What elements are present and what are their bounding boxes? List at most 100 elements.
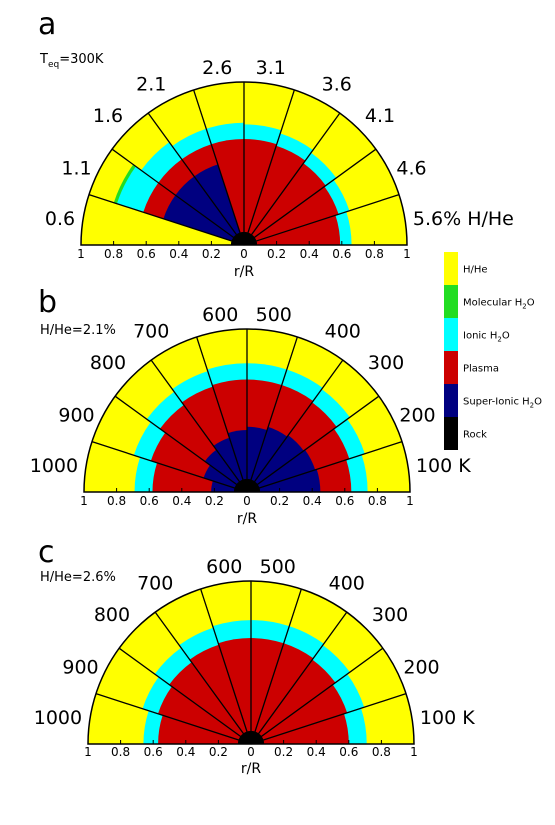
wedge-label: 1000	[34, 707, 82, 729]
panel-letter: b	[38, 285, 57, 320]
wedge-c-1	[95, 648, 252, 744]
tick-label: 0.4	[172, 494, 191, 508]
wedge-a-6	[244, 89, 340, 246]
wedge-divider	[118, 647, 252, 745]
panel-annotation: Teq=300K	[39, 52, 104, 70]
legend-label: H/He	[463, 265, 488, 276]
wedge-divider	[150, 359, 248, 493]
panel-b: 1 0.8 0.6 0.4 0.2 0 0.2 0.4 0.6 0.8 1 r/R 1000 900 800…	[30, 285, 471, 527]
tick-label: 1	[403, 247, 411, 261]
wedge-label: 900	[58, 404, 94, 426]
layer-superionic	[163, 195, 244, 245]
wedge-label: 400	[329, 573, 365, 595]
wedge-label: 1.1	[61, 157, 91, 179]
wedge-a-1	[88, 149, 245, 245]
tick-label: 0.6	[332, 247, 351, 261]
wedge-divider	[250, 588, 302, 745]
legend-swatch-ionic	[444, 318, 458, 351]
wedge-label: 2.1	[136, 74, 166, 96]
legend-label: Super-Ionic H2O	[463, 397, 542, 410]
wedge-divider	[250, 611, 348, 745]
wedge-label: 200	[399, 404, 435, 426]
wedge-divider	[243, 89, 295, 246]
tick-label: 0.6	[144, 745, 163, 759]
wedge-a-2	[112, 113, 245, 246]
layer-superionic	[204, 449, 247, 492]
wedge-divider	[246, 395, 380, 493]
wedge-divider	[250, 693, 407, 745]
wedge-label: 400	[325, 321, 361, 343]
wedge-label: 100 K	[416, 455, 471, 477]
tick-label: 0.4	[303, 494, 322, 508]
rock-core	[237, 730, 265, 744]
tick-label: 0.8	[368, 494, 387, 508]
panel-letter: c	[38, 535, 55, 570]
panel-outline	[83, 328, 411, 493]
wedge-label: 300	[368, 352, 404, 374]
wedge-divider	[95, 693, 252, 745]
panel-c: 1 0.8 0.6 0.4 0.2 0 0.2 0.4 0.6 0.8 1 r/R 1000 900 800…	[34, 535, 475, 777]
tick-label: 0.8	[372, 745, 391, 759]
x-axis-label: r/R	[241, 761, 261, 777]
tick-label: 0.4	[307, 745, 326, 759]
tick-label: 0.2	[270, 494, 289, 508]
tick-label: 0.8	[111, 745, 130, 759]
wedge-label: 500	[256, 304, 292, 326]
wedge-label: 1.6	[93, 105, 123, 127]
legend-swatch-molecular	[444, 285, 458, 318]
wedge-divider	[250, 647, 384, 745]
layer-superionic	[247, 426, 288, 492]
wedge-divider	[243, 148, 377, 246]
wedge-a-7	[244, 113, 376, 246]
tick-label: 0.2	[267, 247, 286, 261]
wedge-c-7	[251, 612, 383, 744]
wedge-divider	[243, 194, 400, 246]
wedge-label: 700	[137, 573, 173, 595]
wedge-c-2	[119, 612, 252, 744]
wedge-label: 2.6	[202, 57, 232, 79]
layer-superionic	[194, 164, 244, 245]
wedge-divider	[88, 194, 245, 246]
wedge-b-3	[151, 336, 247, 492]
tick-label: 0.8	[107, 494, 126, 508]
wedge-divider	[111, 148, 245, 246]
wedge-label: 700	[133, 321, 169, 343]
legend-swatch-plasma	[444, 351, 458, 384]
wedge-c-3	[155, 588, 251, 744]
legend-label: Plasma	[463, 364, 499, 375]
wedge-label: 500	[260, 556, 296, 578]
layer-superionic	[175, 176, 244, 245]
wedge-divider	[193, 89, 245, 246]
legend-label: Ionic H2O	[463, 331, 510, 344]
wedge-label: 800	[90, 352, 126, 374]
wedge-b-1	[91, 396, 248, 492]
layer-plasma	[157, 686, 251, 744]
layer-plasma	[244, 186, 339, 245]
wedge-label: 100 K	[420, 707, 475, 729]
layer-plasma	[244, 163, 326, 245]
panel-annotation: H/He=2.1%	[40, 323, 116, 338]
legend-label: Molecular H2O	[463, 298, 535, 311]
tick-label: 0.2	[205, 494, 224, 508]
tick-label: 0.4	[300, 247, 319, 261]
rock-core	[233, 478, 261, 492]
legend-swatch-superionic	[444, 384, 458, 417]
wedge-a-3	[148, 89, 244, 246]
wedge-c-6	[251, 588, 347, 744]
wedge-label: 300	[372, 604, 408, 626]
wedge-divider	[246, 359, 344, 493]
layer-superionic	[247, 435, 304, 492]
tick-label: 0.8	[104, 247, 123, 261]
wedge-b-2	[115, 360, 248, 492]
wedge-divider	[246, 336, 298, 493]
panel-letter: a	[38, 7, 56, 42]
wedge-label: 600	[206, 556, 242, 578]
layer-superionic	[247, 449, 316, 492]
rock-core	[230, 231, 258, 245]
tick-label: 1	[84, 745, 92, 759]
tick-label: 1	[77, 247, 85, 261]
tick-label: 0	[247, 745, 255, 759]
wedge-divider	[200, 588, 252, 745]
tick-label: 0.8	[365, 247, 384, 261]
